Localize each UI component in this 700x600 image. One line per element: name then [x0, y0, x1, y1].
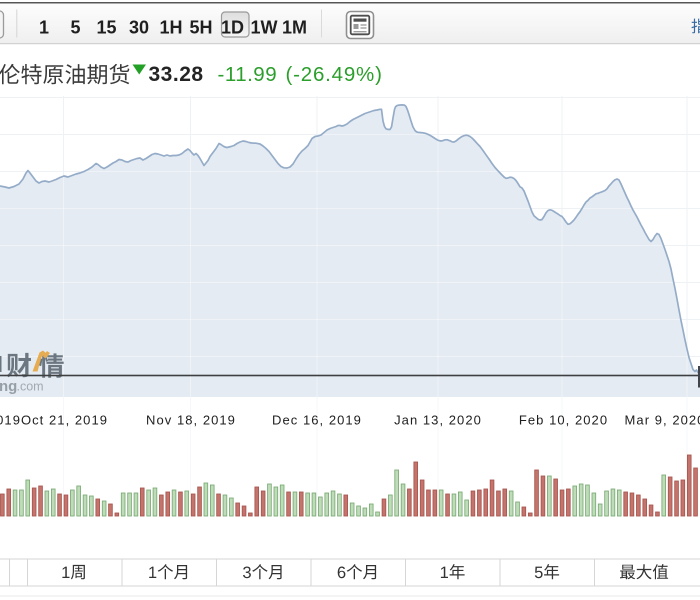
svg-text:Jan 13, 2020: Jan 13, 2020: [394, 413, 482, 428]
svg-text:-11.99: -11.99: [218, 63, 278, 86]
svg-text:.com: .com: [17, 380, 44, 394]
svg-text:5H: 5H: [189, 18, 212, 38]
svg-text:Dec 16, 2019: Dec 16, 2019: [272, 413, 362, 428]
svg-text:Mar 9, 2020: Mar 9, 2020: [625, 413, 700, 428]
svg-text:1D: 1D: [221, 18, 244, 38]
svg-text:1M: 1M: [282, 18, 307, 38]
svg-text:33.28: 33.28: [149, 63, 204, 86]
svg-text:30: 30: [129, 18, 149, 38]
svg-text:Nov 18, 2019: Nov 18, 2019: [146, 413, 236, 428]
svg-text:Feb 10, 2020: Feb 10, 2020: [519, 413, 608, 428]
svg-text:1W: 1W: [251, 18, 278, 38]
svg-text:ng: ng: [0, 378, 17, 395]
svg-text:5: 5: [70, 18, 80, 38]
svg-text:Oct 21, 2019: Oct 21, 2019: [21, 413, 108, 428]
svg-text:15: 15: [96, 18, 116, 38]
svg-text:Sep 23, 2019: Sep 23, 2019: [0, 413, 21, 428]
svg-text:(-26.49%): (-26.49%): [286, 63, 383, 86]
svg-text:1: 1: [39, 18, 49, 38]
svg-text:1H: 1H: [159, 18, 182, 38]
